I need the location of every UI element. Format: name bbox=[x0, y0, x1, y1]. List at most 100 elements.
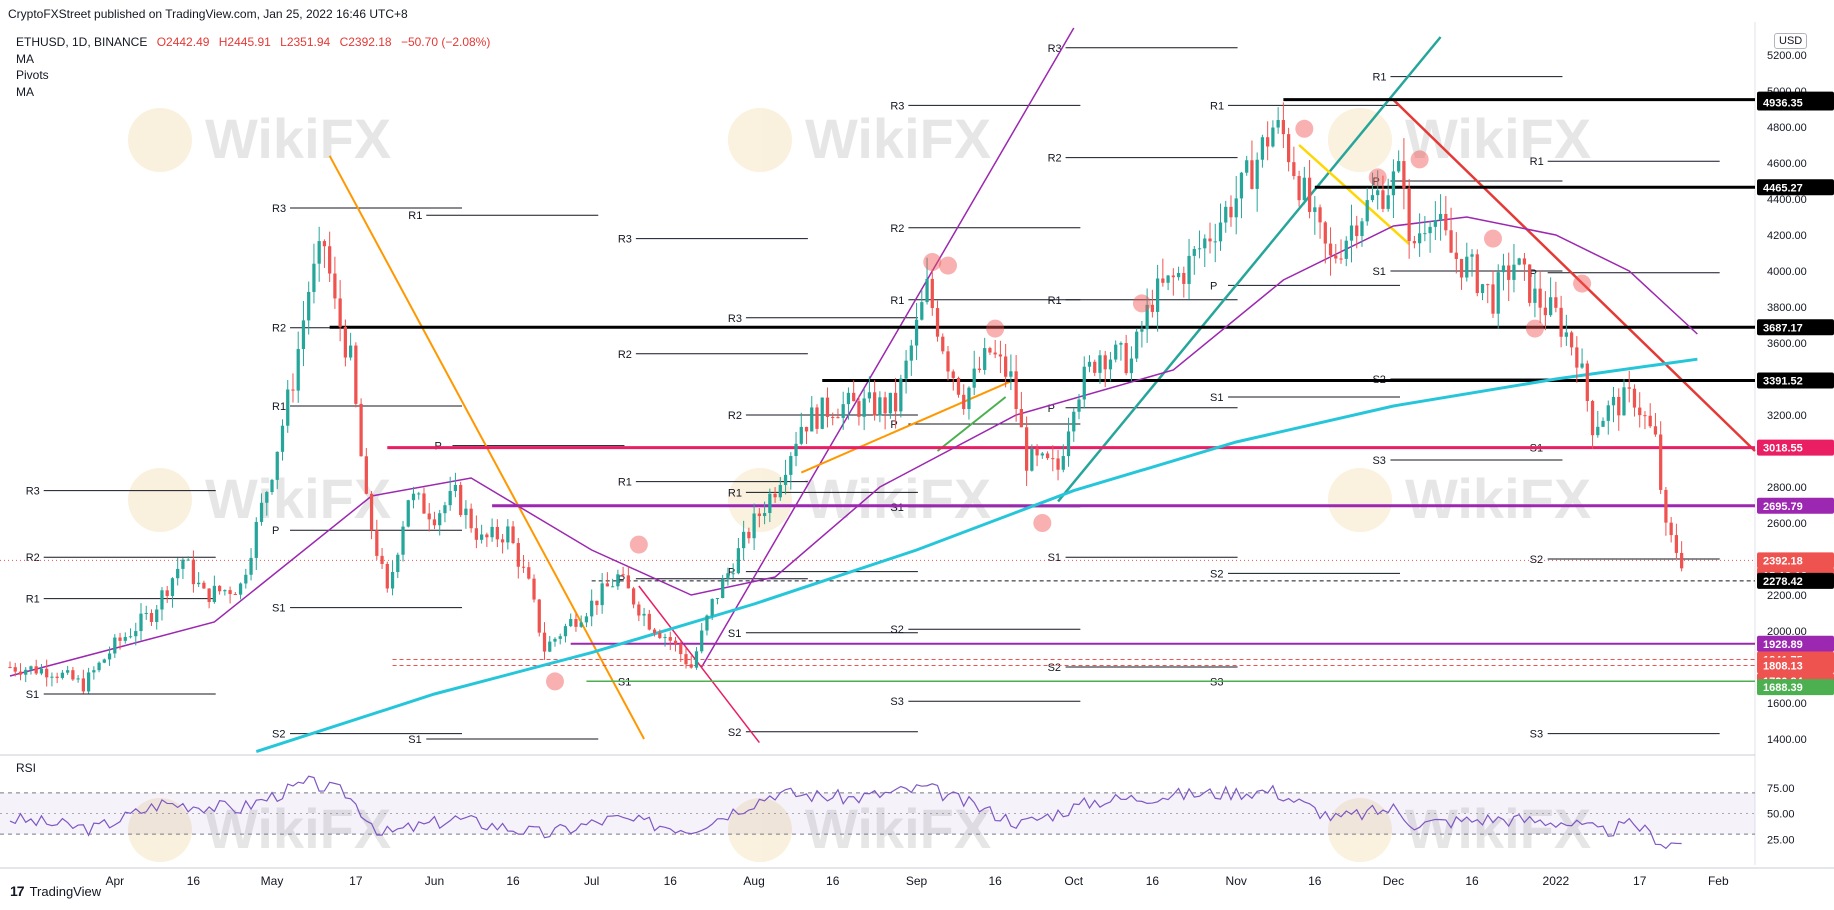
candle-body bbox=[270, 479, 274, 493]
candle-body bbox=[1234, 198, 1238, 218]
candle-body bbox=[579, 622, 583, 627]
candle-body bbox=[925, 278, 929, 303]
candle-body bbox=[443, 505, 447, 514]
candle-body bbox=[1297, 176, 1301, 201]
y-tick-label: 1400.00 bbox=[1767, 734, 1807, 746]
candle-body bbox=[1093, 361, 1097, 373]
candle-body bbox=[459, 484, 463, 516]
pivot-label: S2 bbox=[890, 624, 903, 636]
highlight-circle bbox=[1483, 229, 1502, 248]
candle-body bbox=[700, 630, 704, 652]
candle-body bbox=[301, 320, 306, 350]
candle-body bbox=[1286, 134, 1291, 163]
candle-body bbox=[694, 651, 699, 668]
candle-body bbox=[537, 599, 541, 633]
candle-body bbox=[1470, 254, 1474, 257]
candle-body bbox=[642, 613, 646, 616]
candle-body bbox=[1066, 431, 1071, 457]
candle-body bbox=[217, 585, 222, 592]
candle-body bbox=[679, 643, 683, 655]
candle-body bbox=[1292, 162, 1296, 177]
candle-body bbox=[1061, 456, 1065, 470]
candle-body bbox=[789, 456, 793, 475]
candle-body bbox=[1302, 177, 1306, 201]
wikifx-watermark-1: WikiFX bbox=[728, 107, 991, 172]
candle-body bbox=[1601, 420, 1605, 427]
candle-body bbox=[637, 604, 641, 616]
symbol-name[interactable]: ETHUSD, 1D, BINANCE bbox=[16, 35, 148, 49]
candle-body bbox=[1627, 387, 1631, 389]
candle-body bbox=[904, 360, 908, 379]
currency-button[interactable]: USD bbox=[1774, 33, 1808, 49]
candle-body bbox=[941, 336, 945, 352]
highlight-circle bbox=[545, 672, 564, 691]
candle-body bbox=[1004, 356, 1008, 377]
candle-body bbox=[92, 670, 96, 673]
candle-body bbox=[742, 531, 746, 549]
rsi-pane-label: RSI bbox=[16, 761, 37, 775]
x-tick-label: 16 bbox=[664, 874, 678, 888]
price-tag: 2695.79 bbox=[1763, 501, 1803, 513]
rising-trendline-green bbox=[936, 396, 1007, 452]
price-tag: 1688.39 bbox=[1763, 682, 1803, 694]
indicator-ma-1[interactable]: MA bbox=[16, 52, 34, 66]
candle-body bbox=[1522, 258, 1527, 265]
candle-body bbox=[799, 426, 803, 444]
wikifx-watermark-text: WikiFX bbox=[1405, 107, 1591, 170]
candle-body bbox=[993, 352, 997, 355]
candle-body bbox=[689, 664, 693, 668]
candle-body bbox=[485, 534, 489, 538]
candle-body bbox=[176, 568, 180, 579]
wikifx-watermark-text: WikiFX bbox=[1405, 467, 1591, 530]
candle-body bbox=[385, 563, 389, 589]
pivot-label: S1 bbox=[1372, 266, 1385, 278]
candle-body bbox=[506, 526, 510, 543]
pivot-label: S3 bbox=[1210, 676, 1223, 688]
candle-body bbox=[259, 502, 264, 522]
candle-body bbox=[13, 667, 17, 672]
candle-body bbox=[862, 398, 866, 417]
candle-body bbox=[432, 519, 437, 526]
candle-body bbox=[1203, 238, 1207, 249]
x-tick-label: 16 bbox=[988, 874, 1002, 888]
candle-body bbox=[479, 534, 484, 540]
pivot-label: R2 bbox=[728, 410, 742, 422]
highlight-circle bbox=[1368, 168, 1387, 187]
tradingview-logo[interactable]: 17 TradingView bbox=[10, 883, 101, 899]
candle-body bbox=[590, 600, 594, 617]
candle-body bbox=[81, 678, 85, 692]
candle-body bbox=[1653, 426, 1658, 435]
candle-body bbox=[684, 654, 688, 665]
candle-body bbox=[1590, 401, 1595, 436]
indicator-ma-2[interactable]: MA bbox=[16, 85, 34, 99]
candle-body bbox=[422, 493, 426, 514]
pivot-label: R2 bbox=[26, 552, 40, 564]
candle-body bbox=[956, 377, 961, 395]
wikifx-watermark-text: WikiFX bbox=[205, 467, 391, 530]
candle-body bbox=[1266, 137, 1270, 147]
candle-body bbox=[867, 392, 872, 399]
pivot-label: S1 bbox=[728, 628, 741, 640]
candle-body bbox=[107, 653, 112, 660]
candle-body bbox=[1019, 409, 1023, 428]
candle-body bbox=[1077, 399, 1081, 412]
y-tick-label: 4000.00 bbox=[1767, 266, 1807, 278]
indicator-pivots[interactable]: Pivots bbox=[16, 68, 49, 82]
candle-body bbox=[233, 593, 237, 595]
tradingview-brand: TradingView bbox=[29, 883, 102, 899]
pivot-label: R3 bbox=[272, 203, 286, 215]
candle-body bbox=[715, 598, 720, 600]
candle-body bbox=[1569, 332, 1574, 348]
x-tick-label: 16 bbox=[1308, 874, 1322, 888]
candle-body bbox=[1643, 415, 1647, 417]
candle-body bbox=[401, 526, 405, 555]
candle-body bbox=[1114, 344, 1118, 360]
candle-body bbox=[411, 493, 416, 501]
candle-body bbox=[1176, 273, 1181, 278]
open-value: O2442.49 bbox=[156, 35, 210, 49]
candle-body bbox=[296, 349, 300, 391]
moving-average-line bbox=[255, 357, 1698, 754]
candle-body bbox=[66, 670, 70, 673]
candle-body bbox=[873, 392, 877, 416]
